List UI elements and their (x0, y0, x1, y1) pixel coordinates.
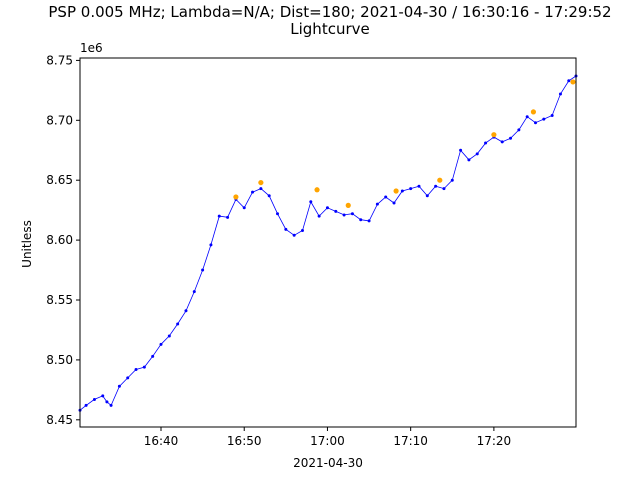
data-point-0-34 (350, 212, 354, 216)
y-tick-label-0: 8.45 (46, 413, 73, 427)
x-axis-label: 2021-04-30 (293, 456, 363, 470)
peak-marker-1 (258, 179, 264, 186)
data-point-0-50 (484, 141, 488, 145)
data-point-0-13 (176, 322, 180, 326)
data-point-0-49 (475, 152, 479, 156)
data-point-0-28 (300, 229, 304, 233)
data-point-0-60 (567, 79, 571, 83)
data-point-0-31 (325, 206, 329, 210)
data-point-0-3 (101, 394, 105, 398)
data-point-0-30 (317, 214, 321, 218)
data-point-0-5 (109, 403, 113, 407)
data-point-0-47 (459, 148, 463, 152)
data-point-0-35 (359, 218, 363, 222)
chart-subtitle: Lightcurve (290, 20, 369, 38)
data-point-0-37 (375, 202, 379, 206)
data-point-0-17 (209, 243, 213, 247)
x-axis-ticks: 16:40 16:50 17:00 17:10 17:20 (144, 427, 511, 448)
peak-marker-6 (491, 132, 497, 138)
data-point-0-8 (134, 367, 138, 371)
data-point-0-15 (192, 290, 196, 294)
data-point-0-53 (509, 136, 513, 140)
data-point-0-22 (251, 190, 255, 194)
data-point-0-9 (142, 365, 146, 369)
peak-marker-3 (345, 202, 351, 208)
data-point-0-11 (159, 342, 163, 346)
y-axis-label: Unitless (20, 220, 34, 268)
axes-frame (79, 57, 577, 428)
data-point-0-32 (334, 209, 338, 213)
x-tick-label-1: 16:50 (227, 434, 262, 448)
data-point-0-18 (217, 214, 221, 218)
data-point-0-4 (105, 400, 109, 404)
x-tick-label-4: 17:20 (477, 434, 512, 448)
data-point-0-40 (400, 189, 404, 193)
y-tick-label-4: 8.65 (46, 173, 73, 187)
y-tick-label-3: 8.60 (46, 233, 73, 247)
peak-marker-7 (530, 109, 537, 115)
data-point-0-38 (384, 195, 388, 199)
data-point-0-16 (201, 268, 205, 272)
data-point-0-23 (259, 187, 263, 191)
data-point-0-58 (550, 114, 554, 118)
data-point-0-42 (417, 184, 421, 188)
x-tick-label-0: 16:40 (144, 434, 179, 448)
data-point-0-29 (309, 200, 313, 204)
x-tick-label-3: 17:10 (393, 434, 428, 448)
data-point-0-45 (442, 187, 446, 191)
data-point-0-26 (284, 227, 288, 231)
data-point-0-46 (450, 178, 454, 182)
y-tick-label-2: 8.55 (46, 293, 73, 307)
peak-marker-2 (314, 187, 320, 193)
data-point-0-56 (533, 121, 537, 125)
data-point-0-27 (292, 233, 296, 237)
data-point-0-33 (342, 213, 346, 217)
data-point-0-41 (409, 187, 413, 191)
data-point-0-12 (167, 334, 171, 338)
data-point-0-55 (525, 115, 529, 119)
y-tick-label-6: 8.75 (46, 53, 73, 67)
data-point-0-52 (500, 140, 504, 144)
data-point-0-59 (558, 92, 562, 96)
data-point-0-44 (434, 184, 438, 188)
x-tick-label-2: 17:00 (310, 434, 345, 448)
data-point-0-39 (392, 201, 396, 205)
data-point-0-48 (467, 158, 471, 162)
data-point-0-43 (425, 194, 429, 198)
data-point-0-2 (92, 397, 96, 401)
data-point-0-24 (267, 194, 271, 198)
peak-marker-0 (233, 194, 239, 200)
plot-area (78, 74, 578, 412)
y-tick-label-1: 8.50 (46, 353, 73, 367)
y-tick-label-5: 8.70 (46, 113, 73, 127)
data-point-0-36 (367, 219, 371, 223)
peak-marker-5 (437, 177, 443, 183)
data-point-0-6 (117, 384, 121, 388)
series-line-0 (79, 75, 577, 411)
data-point-0-10 (151, 354, 155, 358)
peak-marker-8 (570, 79, 576, 85)
data-point-0-19 (226, 215, 230, 219)
peak-marker-4 (393, 188, 399, 194)
y-offset-label: 1e6 (80, 41, 103, 55)
data-point-0-25 (276, 212, 280, 216)
data-point-0-54 (517, 128, 521, 132)
data-point-0-7 (126, 376, 130, 380)
data-point-0-57 (542, 117, 546, 121)
data-point-0-21 (242, 206, 246, 210)
data-point-0-14 (184, 309, 188, 313)
chart-title: PSP 0.005 MHz; Lambda=N/A; Dist=180; 202… (48, 3, 611, 21)
y-axis-ticks: 8.45 8.50 8.55 8.60 8.65 8.70 8.75 (46, 53, 80, 427)
data-point-0-1 (84, 403, 88, 407)
